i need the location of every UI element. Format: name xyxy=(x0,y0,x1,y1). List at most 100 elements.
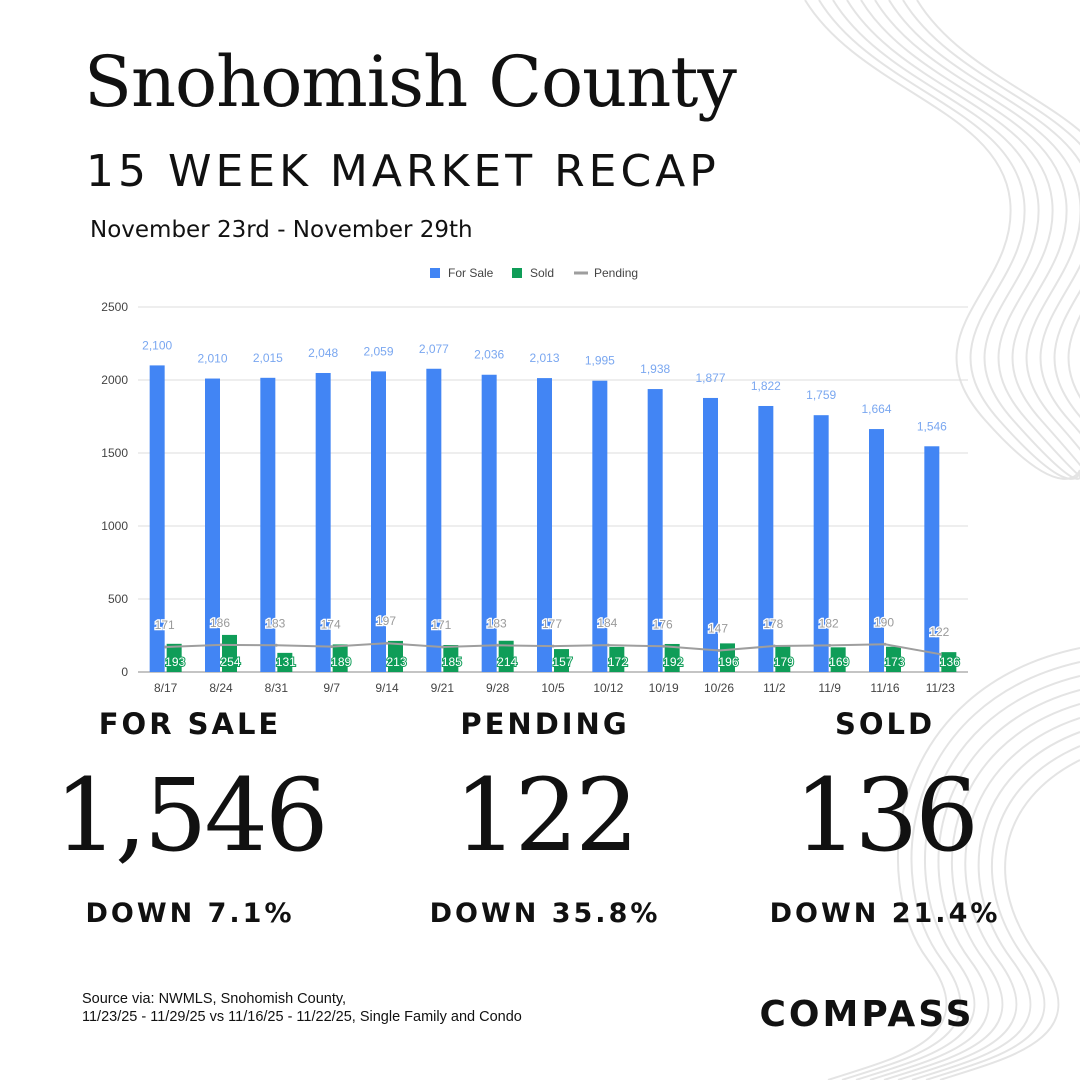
label-for-sale-7: 2,013 xyxy=(529,351,559,365)
for-sale-value: 1,546 xyxy=(54,757,328,874)
label-for-sale-5: 2,077 xyxy=(419,342,449,356)
pending-point-11 xyxy=(772,644,776,648)
y-tick-4: 2000 xyxy=(101,373,128,387)
x-tick-10: 10/26 xyxy=(704,681,734,695)
label-for-sale-8: 1,995 xyxy=(585,354,615,368)
label-for-sale-6: 2,036 xyxy=(474,348,504,362)
label-sold-14: 136 xyxy=(940,655,960,669)
label-pending-14: 122 xyxy=(929,625,949,639)
pending-point-4 xyxy=(385,641,389,645)
label-sold-11: 179 xyxy=(774,655,794,669)
bar-for-sale-0 xyxy=(149,365,165,672)
x-tick-11: 11/2 xyxy=(763,681,786,695)
x-tick-6: 9/28 xyxy=(486,681,510,695)
x-tick-7: 10/5 xyxy=(541,681,565,695)
pending-value: 122 xyxy=(454,757,639,874)
legend-label-1: Sold xyxy=(530,266,554,280)
bar-sold-11 xyxy=(775,645,791,672)
label-pending-8: 184 xyxy=(597,616,617,630)
bar-sold-9 xyxy=(664,643,680,672)
label-sold-0: 193 xyxy=(165,655,185,669)
bar-for-sale-7 xyxy=(537,378,552,672)
market-chart: For Sale Sold Pending 0 500 1000 1500 2000 2500… xyxy=(101,266,968,695)
label-sold-2: 131 xyxy=(276,655,296,669)
bar-sold-5 xyxy=(443,644,459,672)
bar-for-sale-4 xyxy=(371,371,386,672)
chart-legend: For Sale Sold Pending xyxy=(430,266,638,280)
x-axis: 8/17 8/24 8/31 9/7 9/14 9/21 9/28 10/5 10/12 10/1… xyxy=(154,681,955,695)
sold-label: SOLD xyxy=(834,707,936,741)
bar-for-sale-8 xyxy=(592,380,608,672)
label-sold-12: 169 xyxy=(829,655,849,669)
page-subtitle: 15 WEEK MARKET RECAP xyxy=(86,146,720,197)
x-tick-2: 8/31 xyxy=(265,681,289,695)
for-sale-series xyxy=(149,365,940,672)
x-tick-9: 10/19 xyxy=(649,681,679,695)
source-line-2: 11/23/25 - 11/29/25 vs 11/16/25 - 11/22/… xyxy=(82,1009,522,1025)
pending-point-13 xyxy=(883,642,887,646)
bar-sold-2 xyxy=(277,652,293,672)
bar-sold-12 xyxy=(830,647,846,672)
label-pending-1: 186 xyxy=(210,616,230,630)
label-sold-8: 172 xyxy=(608,655,628,669)
source-note: Source via: NWMLS, Snohomish County, 11/… xyxy=(82,990,522,1026)
pending-point-1 xyxy=(219,643,223,647)
label-for-sale-12: 1,759 xyxy=(806,388,836,402)
label-for-sale-0: 2,100 xyxy=(142,338,172,352)
bar-for-sale-9 xyxy=(647,389,663,672)
bar-sold-4 xyxy=(388,640,403,672)
legend-label-0: For Sale xyxy=(448,266,494,280)
label-for-sale-3: 2,048 xyxy=(308,346,338,360)
label-pending-2: 183 xyxy=(265,616,285,630)
bar-for-sale-3 xyxy=(315,372,331,672)
x-tick-3: 9/7 xyxy=(323,681,340,695)
y-tick-5: 2500 xyxy=(101,300,128,314)
bar-for-sale-2 xyxy=(260,377,276,672)
date-range: November 23rd - November 29th xyxy=(90,217,473,243)
label-pending-7: 177 xyxy=(542,617,562,631)
pending-change: DOWN 35.8% xyxy=(429,898,661,929)
bar-sold-6 xyxy=(498,640,514,672)
label-pending-13: 190 xyxy=(874,615,894,629)
label-pending-4: 197 xyxy=(376,614,396,628)
x-tick-5: 9/21 xyxy=(431,681,455,695)
label-sold-4: 213 xyxy=(386,655,406,669)
x-tick-12: 11/9 xyxy=(818,681,841,695)
pending-point-0 xyxy=(164,645,168,649)
bar-sold-3 xyxy=(332,644,348,672)
label-for-sale-11: 1,822 xyxy=(751,379,781,393)
data-labels: 2,100 2,010 2,015 2,048 2,059 2,077 2,036 2,013… xyxy=(142,338,961,670)
label-sold-10: 196 xyxy=(718,655,738,669)
compass-logo: COMPASS xyxy=(759,993,975,1035)
bar-for-sale-10 xyxy=(703,397,718,672)
pending-point-5 xyxy=(440,645,444,649)
legend-label-2: Pending xyxy=(594,266,638,280)
label-pending-10: 147 xyxy=(708,622,728,636)
label-pending-12: 182 xyxy=(819,616,839,630)
label-pending-5: 171 xyxy=(431,618,451,632)
bar-for-sale-13 xyxy=(869,429,884,672)
x-tick-1: 8/24 xyxy=(209,681,233,695)
legend-swatch-1 xyxy=(512,268,522,278)
label-sold-7: 157 xyxy=(552,655,572,669)
pending-series xyxy=(164,641,942,656)
label-sold-9: 192 xyxy=(663,655,683,669)
for-sale-label: FOR SALE xyxy=(98,707,282,741)
x-tick-8: 10/12 xyxy=(593,681,623,695)
label-pending-3: 174 xyxy=(321,618,341,632)
bar-sold-13 xyxy=(886,646,901,672)
bar-sold-14 xyxy=(941,652,957,672)
bar-for-sale-1 xyxy=(205,378,220,672)
sold-value: 136 xyxy=(794,757,979,874)
pending-point-9 xyxy=(662,644,666,648)
pending-point-6 xyxy=(496,643,500,647)
y-tick-0: 0 xyxy=(121,665,128,679)
page-title: Snohomish County xyxy=(84,41,737,123)
x-tick-14: 11/23 xyxy=(926,681,955,695)
y-tick-1: 500 xyxy=(108,592,128,606)
label-sold-13: 173 xyxy=(884,655,904,669)
bar-sold-8 xyxy=(609,646,625,672)
x-tick-13: 11/16 xyxy=(870,681,899,695)
bar-sold-7 xyxy=(554,649,569,672)
